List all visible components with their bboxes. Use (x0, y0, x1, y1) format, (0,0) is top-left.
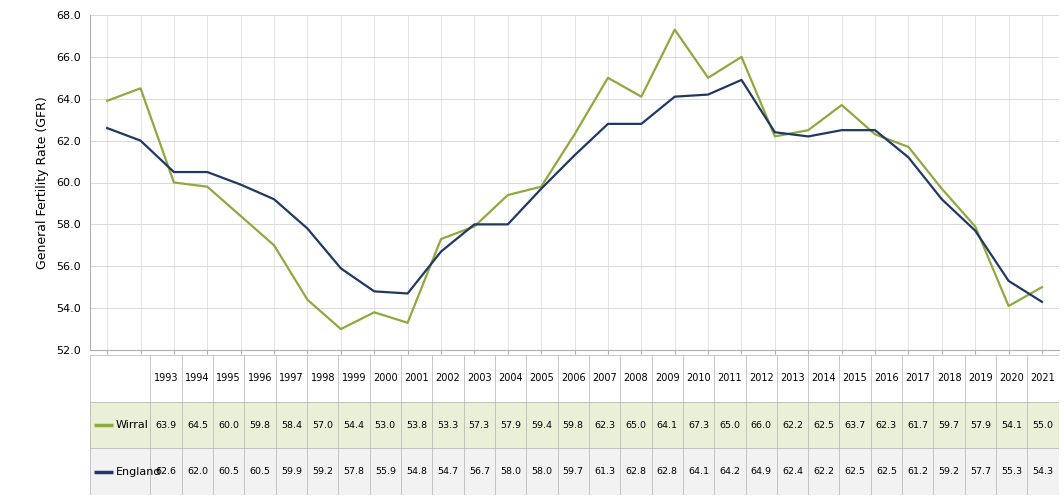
Text: 55.0: 55.0 (1032, 420, 1053, 430)
Text: 2009: 2009 (655, 374, 680, 384)
Text: 62.2: 62.2 (813, 467, 834, 476)
Text: 2008: 2008 (624, 374, 648, 384)
Text: 2001: 2001 (404, 374, 429, 384)
Text: 2016: 2016 (875, 374, 899, 384)
Text: 64.1: 64.1 (656, 420, 678, 430)
Text: 62.8: 62.8 (626, 467, 647, 476)
Text: 54.7: 54.7 (437, 467, 459, 476)
Text: 61.7: 61.7 (908, 420, 928, 430)
Text: 2021: 2021 (1031, 374, 1055, 384)
Text: 59.9: 59.9 (281, 467, 302, 476)
Text: 2012: 2012 (749, 374, 774, 384)
Text: 1995: 1995 (216, 374, 242, 384)
Text: 65.0: 65.0 (719, 420, 741, 430)
Text: 62.8: 62.8 (656, 467, 678, 476)
Text: 67.3: 67.3 (688, 420, 709, 430)
Text: 59.7: 59.7 (938, 420, 960, 430)
Text: 62.5: 62.5 (813, 420, 834, 430)
Text: 57.9: 57.9 (500, 420, 521, 430)
Text: 59.4: 59.4 (531, 420, 552, 430)
Text: 62.3: 62.3 (594, 420, 615, 430)
Text: 62.3: 62.3 (876, 420, 897, 430)
Text: 60.5: 60.5 (250, 467, 270, 476)
Text: 59.8: 59.8 (250, 420, 270, 430)
Text: 2011: 2011 (717, 374, 743, 384)
Text: 1996: 1996 (248, 374, 272, 384)
Text: 2019: 2019 (968, 374, 993, 384)
Text: 54.1: 54.1 (1001, 420, 1023, 430)
Text: 65.0: 65.0 (626, 420, 647, 430)
Text: 59.2: 59.2 (312, 467, 333, 476)
Text: 1998: 1998 (311, 374, 335, 384)
Text: 2020: 2020 (999, 374, 1024, 384)
Text: 62.5: 62.5 (845, 467, 866, 476)
Text: 2007: 2007 (593, 374, 617, 384)
Text: 2003: 2003 (467, 374, 492, 384)
Text: 60.0: 60.0 (218, 420, 239, 430)
Text: 53.3: 53.3 (437, 420, 459, 430)
Text: 64.1: 64.1 (688, 467, 709, 476)
Y-axis label: General Fertility Rate (GFR): General Fertility Rate (GFR) (36, 96, 49, 269)
Text: 2013: 2013 (780, 374, 804, 384)
Text: 66.0: 66.0 (751, 420, 771, 430)
Text: 62.5: 62.5 (876, 467, 897, 476)
Text: 2006: 2006 (561, 374, 585, 384)
Text: 2015: 2015 (843, 374, 867, 384)
Text: 54.4: 54.4 (344, 420, 365, 430)
Text: 63.7: 63.7 (845, 420, 866, 430)
Text: 2018: 2018 (936, 374, 962, 384)
Text: 58.0: 58.0 (500, 467, 521, 476)
Text: 57.8: 57.8 (344, 467, 365, 476)
Text: 59.8: 59.8 (563, 420, 584, 430)
Bar (90, 448, 1059, 495)
Text: 64.2: 64.2 (719, 467, 741, 476)
Text: 58.0: 58.0 (531, 467, 552, 476)
Text: 58.4: 58.4 (281, 420, 302, 430)
Text: 55.9: 55.9 (375, 467, 396, 476)
Text: 61.2: 61.2 (908, 467, 928, 476)
Text: 2010: 2010 (686, 374, 711, 384)
Text: 59.2: 59.2 (938, 467, 960, 476)
Text: 60.5: 60.5 (218, 467, 239, 476)
Text: 62.4: 62.4 (782, 467, 803, 476)
Bar (90, 402, 1059, 448)
Text: 1997: 1997 (279, 374, 303, 384)
Text: 1994: 1994 (185, 374, 210, 384)
Text: 1993: 1993 (154, 374, 179, 384)
Text: England: England (116, 466, 161, 476)
Text: 2004: 2004 (498, 374, 522, 384)
Text: 56.7: 56.7 (469, 467, 489, 476)
Text: Wirral: Wirral (116, 420, 149, 430)
Text: 1999: 1999 (342, 374, 366, 384)
Text: 54.3: 54.3 (1032, 467, 1053, 476)
Text: 2014: 2014 (812, 374, 836, 384)
Text: 59.7: 59.7 (563, 467, 584, 476)
Text: 2000: 2000 (373, 374, 398, 384)
Text: 57.9: 57.9 (970, 420, 991, 430)
Text: 2017: 2017 (905, 374, 930, 384)
Text: 62.0: 62.0 (187, 467, 207, 476)
Text: 57.7: 57.7 (970, 467, 991, 476)
Text: 53.0: 53.0 (375, 420, 396, 430)
Text: 62.6: 62.6 (155, 467, 177, 476)
Text: 62.2: 62.2 (782, 420, 803, 430)
Text: 64.9: 64.9 (751, 467, 771, 476)
Text: 64.5: 64.5 (187, 420, 207, 430)
Text: 57.0: 57.0 (312, 420, 333, 430)
Text: 2002: 2002 (435, 374, 461, 384)
Text: 57.3: 57.3 (469, 420, 489, 430)
Bar (90, 355, 1059, 402)
Text: 54.8: 54.8 (406, 467, 427, 476)
Text: 55.3: 55.3 (1001, 467, 1023, 476)
Text: 53.8: 53.8 (406, 420, 428, 430)
Text: 63.9: 63.9 (155, 420, 177, 430)
Text: 61.3: 61.3 (594, 467, 615, 476)
Text: 2005: 2005 (530, 374, 554, 384)
